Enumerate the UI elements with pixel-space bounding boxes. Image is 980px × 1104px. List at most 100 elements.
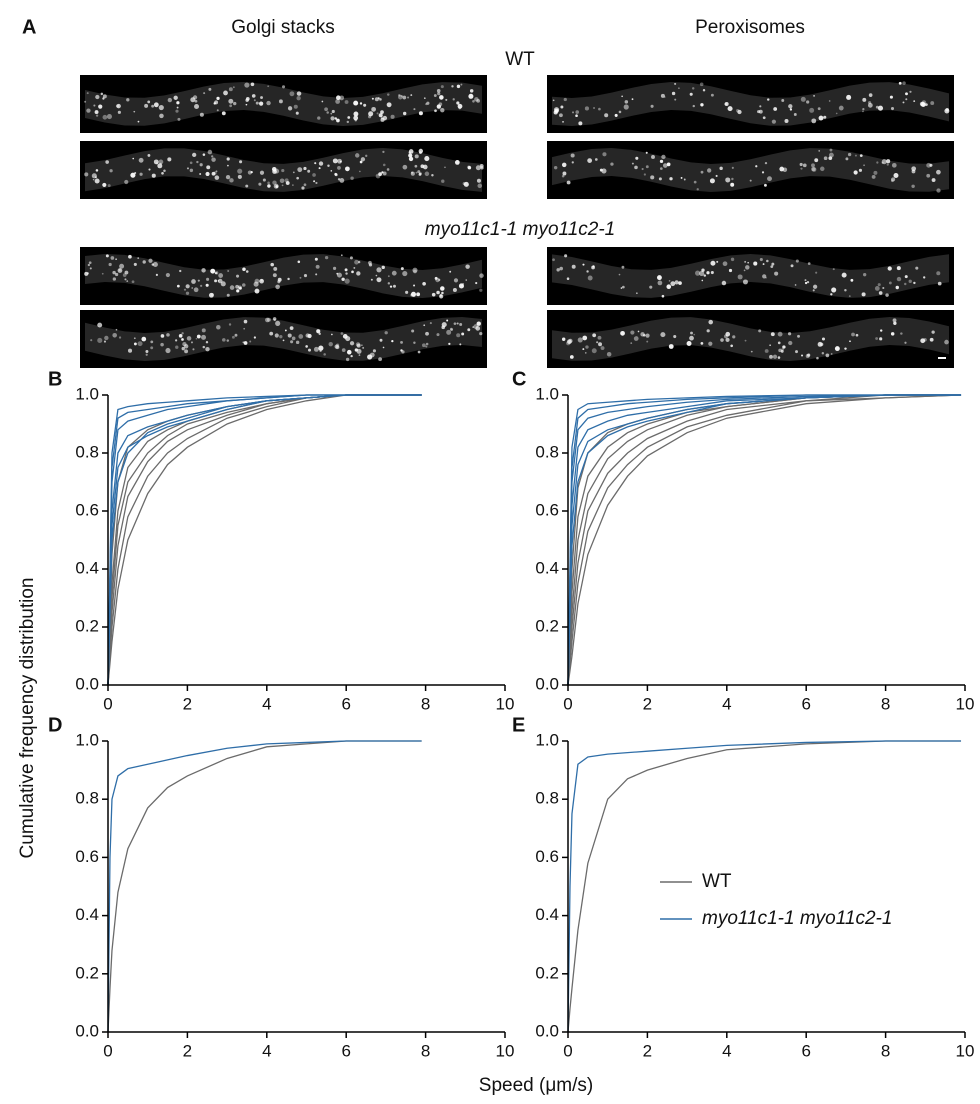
organelle (191, 287, 194, 289)
organelle (249, 340, 252, 343)
organelle (585, 345, 589, 349)
organelle (414, 154, 419, 159)
organelle (355, 153, 360, 158)
organelle (314, 162, 317, 165)
organelle (666, 162, 671, 167)
organelle (646, 340, 649, 343)
organelle (115, 104, 120, 108)
organelle (730, 344, 733, 348)
organelle (896, 276, 902, 282)
organelle (597, 335, 602, 340)
x-tick-label: 0 (103, 1041, 112, 1060)
organelle (229, 104, 233, 108)
organelle (835, 112, 838, 115)
y-tick-label: 0.2 (75, 616, 99, 635)
organelle (402, 270, 408, 277)
x-tick-label: 2 (183, 694, 192, 713)
organelle (292, 184, 294, 186)
organelle (645, 165, 649, 169)
organelle (841, 272, 847, 278)
organelle (105, 254, 109, 258)
organelle (194, 99, 198, 103)
micrograph (80, 310, 487, 368)
organelle (214, 272, 218, 275)
organelle (353, 111, 359, 117)
organelle (651, 155, 655, 159)
organelle (452, 288, 457, 293)
organelle (201, 328, 206, 333)
organelle (296, 176, 299, 180)
organelle (147, 153, 151, 157)
organelle (189, 161, 193, 165)
organelle (273, 266, 278, 271)
organelle (359, 170, 361, 173)
organelle (572, 111, 575, 114)
organelle (909, 90, 912, 93)
organelle (391, 270, 397, 276)
organelle (730, 257, 735, 262)
organelle (275, 320, 281, 326)
organelle (318, 161, 324, 166)
organelle (575, 110, 579, 114)
organelle (767, 98, 770, 101)
organelle (878, 291, 883, 295)
organelle (436, 104, 442, 109)
organelle (877, 283, 881, 287)
organelle (153, 102, 159, 108)
organelle (562, 171, 567, 176)
organelle (888, 281, 892, 285)
organelle (228, 98, 234, 104)
organelle (265, 317, 270, 323)
cell-body (85, 317, 482, 361)
organelle (890, 332, 895, 336)
organelle (376, 277, 382, 283)
x-tick-label: 8 (421, 694, 430, 713)
organelle (709, 178, 715, 184)
organelle (138, 157, 144, 163)
organelle (243, 341, 248, 345)
organelle (284, 329, 287, 332)
organelle (656, 275, 662, 281)
organelle (422, 164, 428, 170)
organelle (279, 335, 283, 339)
organelle (267, 85, 270, 88)
organelle (318, 345, 324, 351)
organelle (911, 169, 916, 174)
organelle (720, 338, 724, 342)
organelle (787, 332, 792, 336)
organelle (845, 157, 849, 161)
organelle (905, 92, 908, 96)
cdf-line (107, 394, 422, 686)
organelle (389, 285, 393, 288)
y-tick-label: 0.6 (75, 847, 99, 866)
organelle (410, 291, 417, 297)
organelle (318, 167, 321, 170)
organelle (330, 112, 333, 115)
organelle (921, 102, 926, 107)
organelle (700, 341, 704, 345)
organelle (358, 260, 361, 264)
x-tick-label: 6 (341, 694, 350, 713)
organelle (97, 322, 103, 328)
organelle (461, 332, 465, 336)
organelle (896, 266, 901, 271)
organelle (944, 339, 949, 345)
organelle (380, 110, 384, 114)
organelle (614, 113, 618, 117)
organelle (920, 338, 926, 344)
organelle (95, 94, 100, 100)
organelle (622, 285, 625, 289)
organelle (196, 334, 201, 339)
organelle (761, 171, 765, 174)
organelle (460, 83, 463, 86)
x-tick-label: 0 (563, 694, 572, 713)
organelle (192, 348, 195, 351)
organelle (723, 334, 728, 339)
organelle (438, 102, 443, 106)
organelle (200, 284, 203, 287)
organelle (750, 350, 753, 353)
organelle (674, 280, 679, 285)
organelle (930, 101, 935, 106)
organelle (724, 101, 729, 107)
organelle (105, 160, 109, 164)
